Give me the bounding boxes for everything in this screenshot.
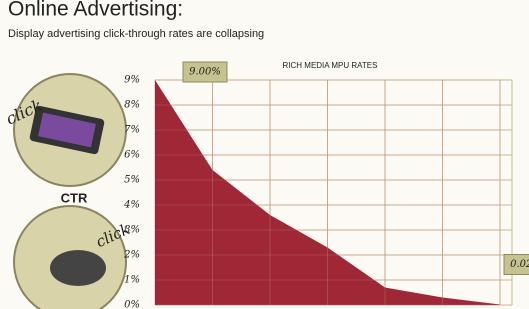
value-label: 0.02% xyxy=(510,259,529,270)
y-tick-label: 4% xyxy=(123,200,140,211)
chart: Online Advertising: Display advertising … xyxy=(0,0,529,309)
illustration-label: CTR xyxy=(61,190,88,205)
y-tick-label: 1% xyxy=(124,275,140,286)
y-tick-label: 8% xyxy=(124,100,140,111)
y-tick-label: 9% xyxy=(124,75,140,86)
y-tick-label: 3% xyxy=(124,225,140,236)
y-tick-label: 5% xyxy=(124,175,140,186)
y-tick-label: 6% xyxy=(124,150,140,161)
y-tick-label: 2% xyxy=(123,250,140,261)
value-label: 9.00% xyxy=(189,67,221,78)
mouse-icon xyxy=(50,250,106,286)
chart-title: RICH MEDIA MPU RATES xyxy=(283,61,378,70)
y-tick-label: 0% xyxy=(124,300,140,309)
page-subtitle: Display advertising click-through rates … xyxy=(8,28,264,40)
page-title: Online Advertising: xyxy=(8,0,183,21)
y-tick-label: 7% xyxy=(124,125,140,136)
